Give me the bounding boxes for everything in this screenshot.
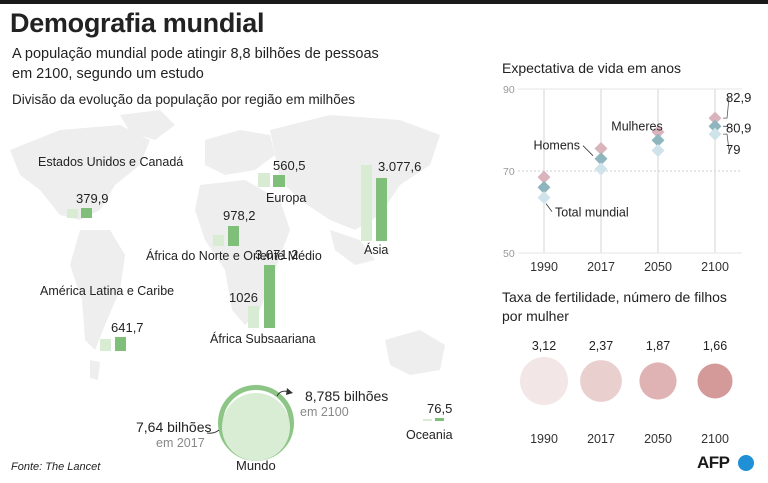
fert-value-label: 3,12 <box>532 339 556 353</box>
world-value-2017: 7,64 bilhões <box>136 419 212 435</box>
life-point-total <box>651 144 665 157</box>
fert-xtick-label: 2100 <box>701 432 729 446</box>
life-series-label-men: Homens <box>533 139 580 153</box>
fert-xtick-label: 2050 <box>644 432 672 446</box>
page-subtitle: A população mundial pode atingir 8,8 bil… <box>12 46 379 82</box>
bar-nafrica-2100 <box>228 226 239 246</box>
bar-latam-2100 <box>115 337 126 351</box>
life-end-value-women: 82,9 <box>726 90 751 105</box>
bar-usa-2100 <box>81 208 92 218</box>
bar-ssafrica-2017 <box>248 306 259 328</box>
life-callout-men <box>582 145 594 156</box>
bar-oceania-2100 <box>435 418 444 421</box>
world-map <box>10 110 445 380</box>
fert-xtick-label: 2017 <box>587 432 615 446</box>
life-xtick-label: 2050 <box>644 260 672 274</box>
region-latam-value: 641,7 <box>111 320 144 335</box>
bar-oceania-2017 <box>423 419 432 421</box>
world-year-2100: em 2100 <box>300 405 349 419</box>
life-series-label-total: Total mundial <box>555 206 629 220</box>
life-xtick-label: 2100 <box>701 260 729 274</box>
bar-usa-2017 <box>67 209 78 218</box>
life-point-total <box>537 191 551 205</box>
life-point-women <box>594 141 608 155</box>
world-label: Mundo <box>236 458 276 473</box>
fert-bubble-2100 <box>697 363 733 399</box>
source-note: Fonte: The Lancet <box>11 461 101 473</box>
region-ssafrica-value-2100: 3.071,2 <box>255 247 299 262</box>
world-value-2100: 8,785 bilhões <box>305 388 389 404</box>
life-point-women <box>651 125 665 139</box>
region-ssafrica-value-2017: 1026 <box>229 290 258 305</box>
life-ytick-label: 70 <box>503 166 515 178</box>
life-point-total <box>594 162 608 176</box>
fert-bubble-1990 <box>520 357 568 405</box>
life-xtick-label: 1990 <box>530 260 558 274</box>
bar-asia-2100 <box>376 178 387 241</box>
life-point-men <box>537 180 551 194</box>
life-chart-title: Expectativa de vida em anos <box>502 60 681 76</box>
region-latam-label: América Latina e Caribe <box>40 284 175 298</box>
life-point-total <box>708 127 722 141</box>
bar-asia-2017 <box>361 165 372 241</box>
bar-latam-2017 <box>100 339 111 351</box>
afp-logo: AFP <box>697 453 730 472</box>
region-europe-label: Europa <box>266 191 307 205</box>
life-end-callout <box>723 133 730 151</box>
fert-value-label: 1,87 <box>646 339 670 353</box>
world-circle-2017 <box>222 393 290 461</box>
region-asia-value: 3.077,6 <box>378 159 422 174</box>
fert-xtick-label: 1990 <box>530 432 558 446</box>
fert-value-label: 2,37 <box>589 339 613 353</box>
region-europe-value: 560,5 <box>273 158 306 173</box>
region-oceania-label: Oceania <box>406 428 453 442</box>
life-end-callout <box>723 125 730 129</box>
life-end-value-men: 80,9 <box>726 120 751 135</box>
life-callout-total <box>545 203 553 212</box>
life-series-label-women: Mulheres <box>611 119 662 133</box>
afp-logo-icon <box>738 455 754 471</box>
page-title: Demografia mundial <box>10 8 265 38</box>
map-caption: Divisão da evolução da população por reg… <box>12 92 355 107</box>
region-nafrica-value: 978,2 <box>223 208 256 223</box>
bar-europe-2100 <box>273 175 285 187</box>
life-end-value-total: 79 <box>726 142 740 157</box>
life-ytick-label: 50 <box>503 248 515 260</box>
life-point-men <box>708 119 722 133</box>
bar-ssafrica-2100 <box>264 265 275 328</box>
region-oceania-value: 76,5 <box>427 401 453 416</box>
fert-bubble-2017 <box>580 360 622 402</box>
region-ssafrica-label: África Subsaariana <box>210 332 316 346</box>
life-xtick-label: 2017 <box>587 260 615 274</box>
region-asia-label: Ásia <box>364 243 389 257</box>
life-point-women <box>537 170 551 184</box>
top-rule <box>0 0 768 4</box>
bar-nafrica-2017 <box>213 235 224 246</box>
fert-chart-title: Taxa de fertilidade, número de filhos po… <box>502 289 727 324</box>
life-end-callout <box>723 98 730 119</box>
region-usa-value: 379,9 <box>76 191 109 206</box>
fert-value-label: 1,66 <box>703 339 727 353</box>
life-point-men <box>594 152 608 166</box>
life-point-women <box>708 111 722 125</box>
world-year-2017: em 2017 <box>156 436 205 450</box>
life-point-men <box>651 133 665 147</box>
bar-europe-2017 <box>258 173 270 187</box>
life-ytick-label: 90 <box>503 84 515 96</box>
fert-bubble-2050 <box>639 362 677 400</box>
